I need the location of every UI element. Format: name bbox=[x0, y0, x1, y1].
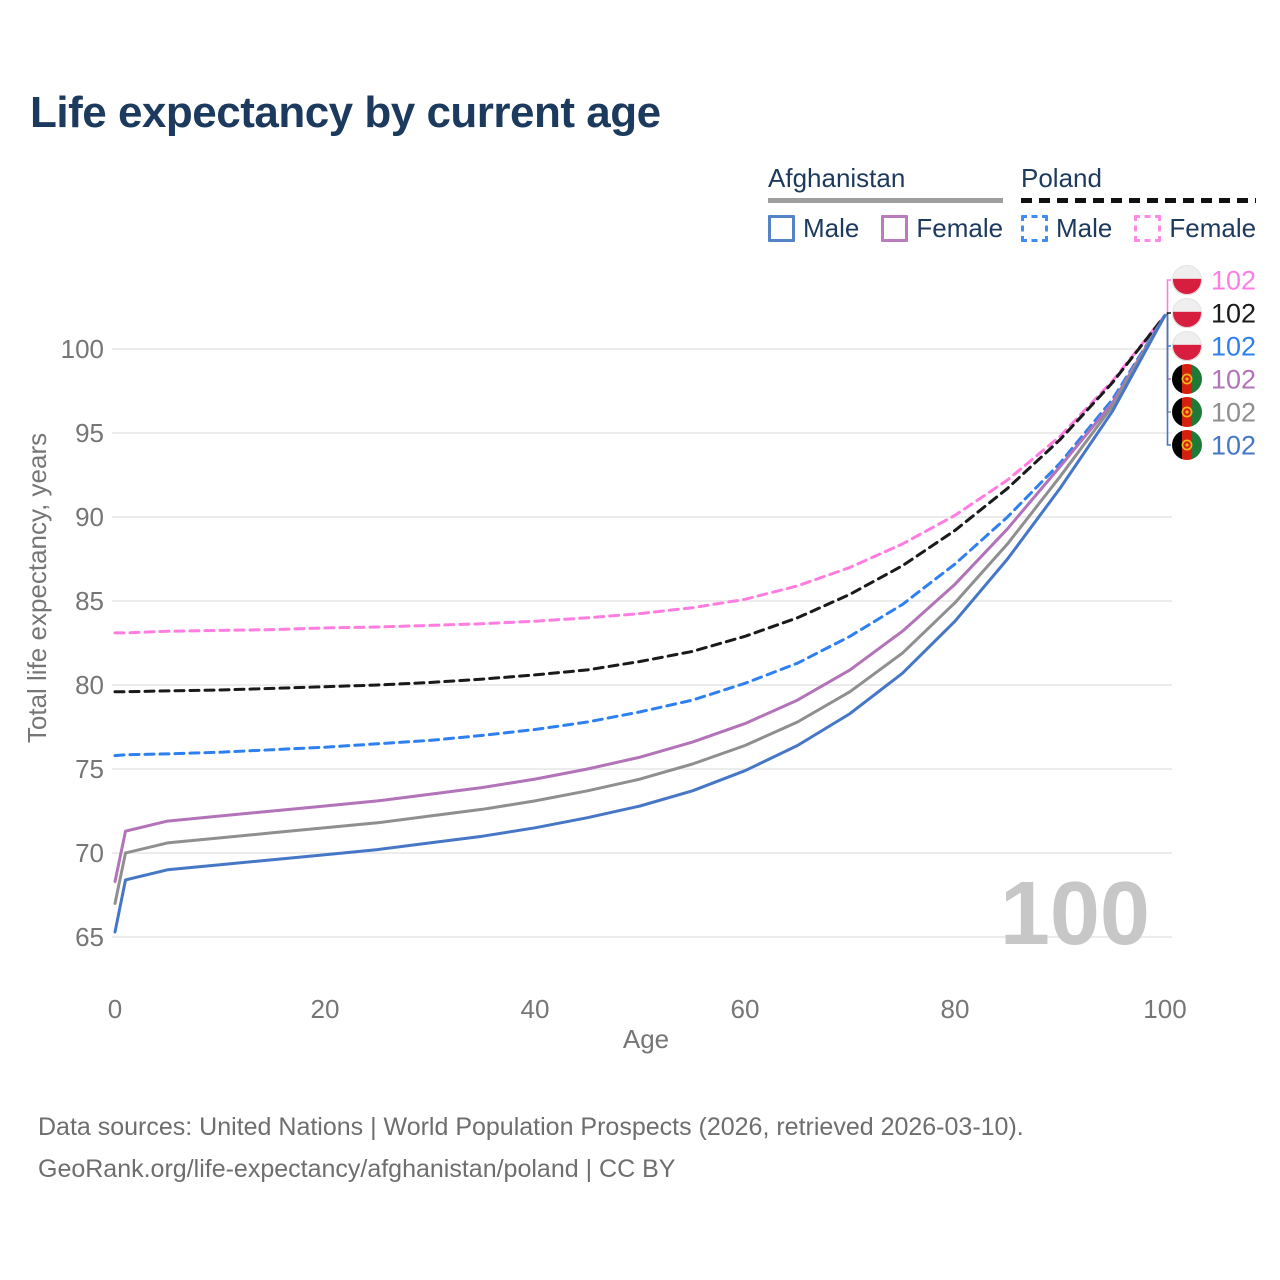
series-line-afghanistan-female bbox=[113, 313, 1167, 884]
end-value-label: 102 bbox=[1211, 431, 1256, 461]
legend-label: Female bbox=[916, 213, 1004, 243]
legend-item-afghanistan-male[interactable]: Male bbox=[768, 213, 859, 244]
legend-group-afghanistan: Afghanistan Male Female bbox=[768, 163, 1004, 244]
series-line-afghanistan-both bbox=[113, 313, 1167, 905]
x-tick-label: 60 bbox=[731, 994, 760, 1024]
footer-line-2: GeoRank.org/life-expectancy/afghanistan/… bbox=[38, 1155, 676, 1183]
y-tick-label: 95 bbox=[75, 418, 104, 448]
x-tick-label: 20 bbox=[311, 994, 340, 1024]
legend-underline-dashed bbox=[1021, 198, 1257, 203]
legend-item-poland-male[interactable]: Male bbox=[1021, 213, 1112, 244]
y-tick-label: 80 bbox=[75, 670, 104, 700]
legend-country-afghanistan: Afghanistan bbox=[768, 163, 906, 193]
series-line-poland-female bbox=[113, 313, 1167, 635]
flag-poland-icon bbox=[1172, 265, 1202, 295]
legend-label: Male bbox=[803, 213, 860, 243]
end-value-label: 102 bbox=[1211, 332, 1256, 362]
afghanistan-male-swatch-icon bbox=[768, 215, 795, 242]
legend-label: Male bbox=[1056, 213, 1113, 243]
end-value-label: 102 bbox=[1211, 266, 1256, 296]
flag-afghanistan-icon bbox=[1172, 364, 1202, 394]
flag-poland-icon bbox=[1172, 331, 1202, 361]
y-tick-label: 75 bbox=[75, 754, 104, 784]
flag-afghanistan-icon bbox=[1172, 397, 1202, 427]
label-connector bbox=[1164, 314, 1171, 446]
series-line-poland-male bbox=[113, 313, 1167, 758]
poland-male-swatch-icon bbox=[1021, 215, 1048, 242]
poland-female-swatch-icon bbox=[1134, 215, 1162, 242]
y-tick-label: 85 bbox=[75, 586, 104, 616]
series-line-poland-both bbox=[113, 313, 1167, 694]
data-source-footer: Data sources: United Nations | World Pop… bbox=[38, 1106, 1024, 1190]
end-value-label: 102 bbox=[1211, 299, 1256, 329]
end-value-label: 102 bbox=[1211, 398, 1256, 428]
y-tick-label: 70 bbox=[75, 838, 104, 868]
legend-underline-solid bbox=[768, 198, 1004, 203]
y-axis-title: Total life expectancy, years bbox=[22, 433, 52, 743]
page-title: Life expectancy by current age bbox=[30, 88, 661, 137]
legend-group-poland: Poland Male Female bbox=[1021, 163, 1257, 244]
afghanistan-female-swatch-icon bbox=[881, 215, 909, 242]
flag-poland-icon bbox=[1172, 298, 1202, 328]
label-connector bbox=[1164, 279, 1171, 317]
y-tick-label: 100 bbox=[61, 334, 104, 364]
x-tick-label: 40 bbox=[521, 994, 550, 1024]
footer-line-1: Data sources: United Nations | World Pop… bbox=[38, 1113, 1024, 1141]
y-tick-label: 90 bbox=[75, 502, 104, 532]
series-line-afghanistan-male bbox=[113, 313, 1167, 934]
flag-afghanistan-icon bbox=[1172, 430, 1202, 460]
legend-country-poland: Poland bbox=[1021, 163, 1102, 193]
x-tick-label: 0 bbox=[108, 994, 122, 1024]
legend-item-afghanistan-female[interactable]: Female bbox=[881, 213, 1003, 244]
age-watermark: 100 bbox=[1000, 864, 1150, 964]
x-tick-label: 80 bbox=[941, 994, 970, 1024]
x-axis-title: Age bbox=[623, 1024, 669, 1054]
end-value-label: 102 bbox=[1211, 365, 1256, 395]
x-tick-label: 100 bbox=[1143, 994, 1186, 1024]
y-tick-label: 65 bbox=[75, 922, 104, 952]
legend-item-poland-female[interactable]: Female bbox=[1134, 213, 1256, 244]
legend-label: Female bbox=[1169, 213, 1257, 243]
